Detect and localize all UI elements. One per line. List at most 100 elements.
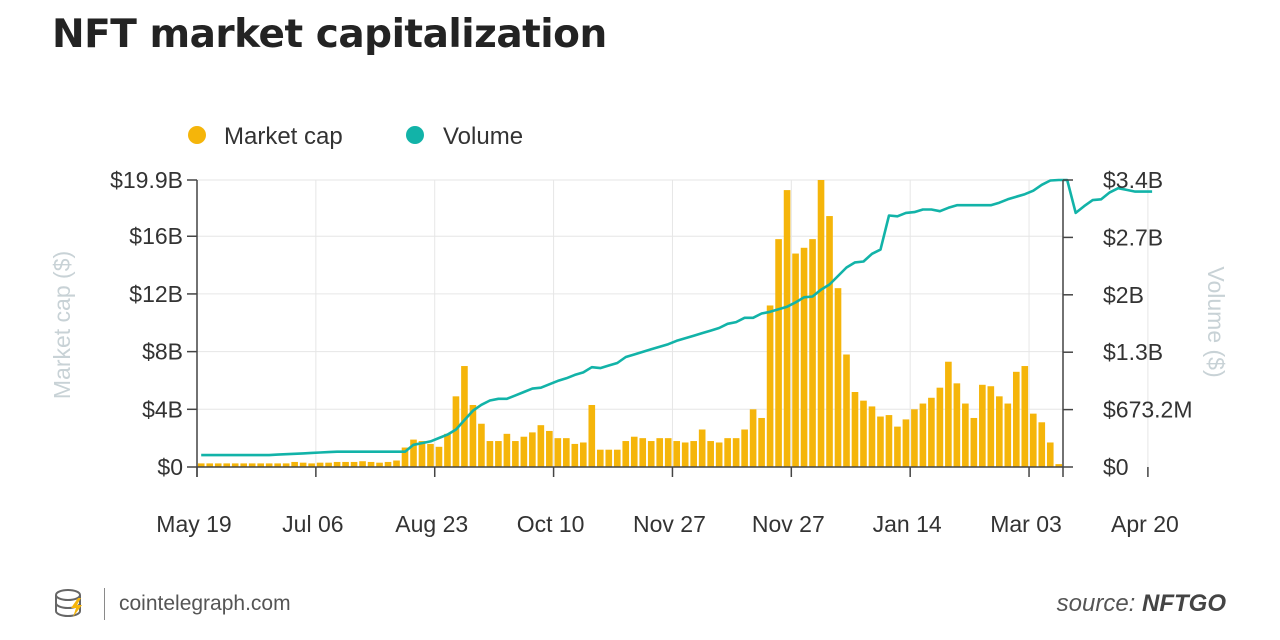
market-cap-bar [486,441,494,467]
market-cap-bar [512,441,519,467]
market-cap-bar [299,462,307,467]
market-cap-bar [987,386,995,467]
chart-legend: Market cap Volume [188,123,523,150]
market-cap-bar [316,462,324,467]
market-cap-bar [265,463,273,467]
y-left-axis-title: Market cap ($) [49,251,75,399]
source-name: NFTGO [1142,590,1226,617]
market-cap-bar [622,441,630,467]
market-cap-bar [579,442,587,467]
market-cap-bar [613,449,621,467]
market-cap-bar [996,396,1003,467]
x-tick-label: Nov 27 [752,511,825,537]
x-tick-label: Nov 27 [633,511,706,537]
y-right-tick-label: $1.3B [1103,339,1163,365]
market-cap-bar [911,409,918,467]
y-left-tick-label: $0 [157,454,183,480]
source-label: source: [1056,590,1136,617]
market-cap-bar [698,429,706,467]
source-credit: source: NFTGO [1057,590,1226,618]
market-cap-bar [367,461,375,467]
market-cap-bar [715,442,723,467]
market-cap-bar [1029,413,1037,467]
market-cap-bar [1012,371,1020,467]
market-cap-bar [843,354,850,467]
market-cap-bar [401,447,409,467]
market-cap-bar [928,397,935,467]
market-cap-bar [970,417,978,467]
market-cap-bar [478,423,485,467]
market-cap-bar [240,463,248,467]
y-left-tick-label: $4B [142,396,183,422]
market-cap-bar [724,438,731,467]
market-cap-bar [860,400,867,467]
brand-link[interactable]: cointelegraph.com [119,592,291,615]
market-cap-bar [596,449,604,467]
market-cap-bar [885,415,893,467]
market-cap-bar [877,416,884,467]
market-cap-bar [656,438,664,467]
market-cap-bar [206,463,214,467]
y-right-tick-label: $2B [1103,282,1144,308]
market-cap-bar [945,361,952,467]
legend-volume-marker [406,126,424,144]
market-cap-bar [962,403,969,467]
y-right-tick-label: $2.7B [1103,224,1163,250]
x-tick-label: May 19 [156,511,231,537]
market-cap-bar [979,384,986,467]
market-cap-bars [197,180,1063,468]
market-cap-bar [647,441,655,467]
market-cap-bar [359,461,366,467]
market-cap-bar [248,463,256,467]
market-cap-bar [749,409,757,467]
market-cap-bar [274,463,281,467]
market-cap-bar [427,443,434,467]
market-cap-bar [783,190,791,468]
market-cap-bar [741,429,748,467]
market-cap-bar [868,406,876,467]
market-cap-bar [435,446,443,467]
market-cap-bar [393,460,400,467]
market-cap-bar [257,463,264,467]
market-cap-bar [1046,442,1054,467]
volume-line [201,178,1153,457]
market-cap-bar [809,239,816,467]
market-cap-bar [690,441,697,467]
market-cap-bar [766,305,774,467]
x-tick-label: Aug 23 [395,511,468,537]
market-cap-bar [1055,464,1063,467]
market-cap-bar [673,441,681,467]
market-cap-bar [410,439,417,467]
market-cap-bar [223,463,231,467]
market-cap-bar [817,180,825,467]
market-cap-bar [732,438,740,467]
legend-market-cap-label: Market cap [224,123,343,150]
market-cap-bar [546,430,553,467]
market-cap-bar [1021,366,1029,467]
market-cap-bar [894,426,901,467]
market-cap-bar [758,417,765,467]
market-cap-bar [520,436,528,467]
y-left-tick-label: $16B [129,223,183,249]
market-cap-bar [350,461,358,467]
market-cap-bar [342,461,349,467]
y-right-tick-label: $673.2M [1103,397,1193,423]
legend-market-cap-marker [188,126,206,144]
x-tick-label: Apr 20 [1111,511,1179,537]
market-cap-bar [834,288,842,467]
market-cap-bar [826,216,833,467]
market-cap-bar [605,449,613,467]
market-cap-bar [588,404,596,467]
chart-axes: $0 $4B $8B $12B $16B $19.9B $0 $673.2M $1.3B $2B $… [49,167,1229,537]
market-cap-bar [902,419,910,467]
market-cap-bar [936,387,944,467]
market-cap-bar [571,443,579,467]
chart-grid [197,179,1149,467]
market-cap-bar [775,239,782,467]
market-cap-bar [282,463,290,467]
market-cap-bar [554,438,562,467]
market-cap-bar [563,438,570,467]
market-cap-bar [214,463,222,467]
market-cap-bar [529,432,536,467]
